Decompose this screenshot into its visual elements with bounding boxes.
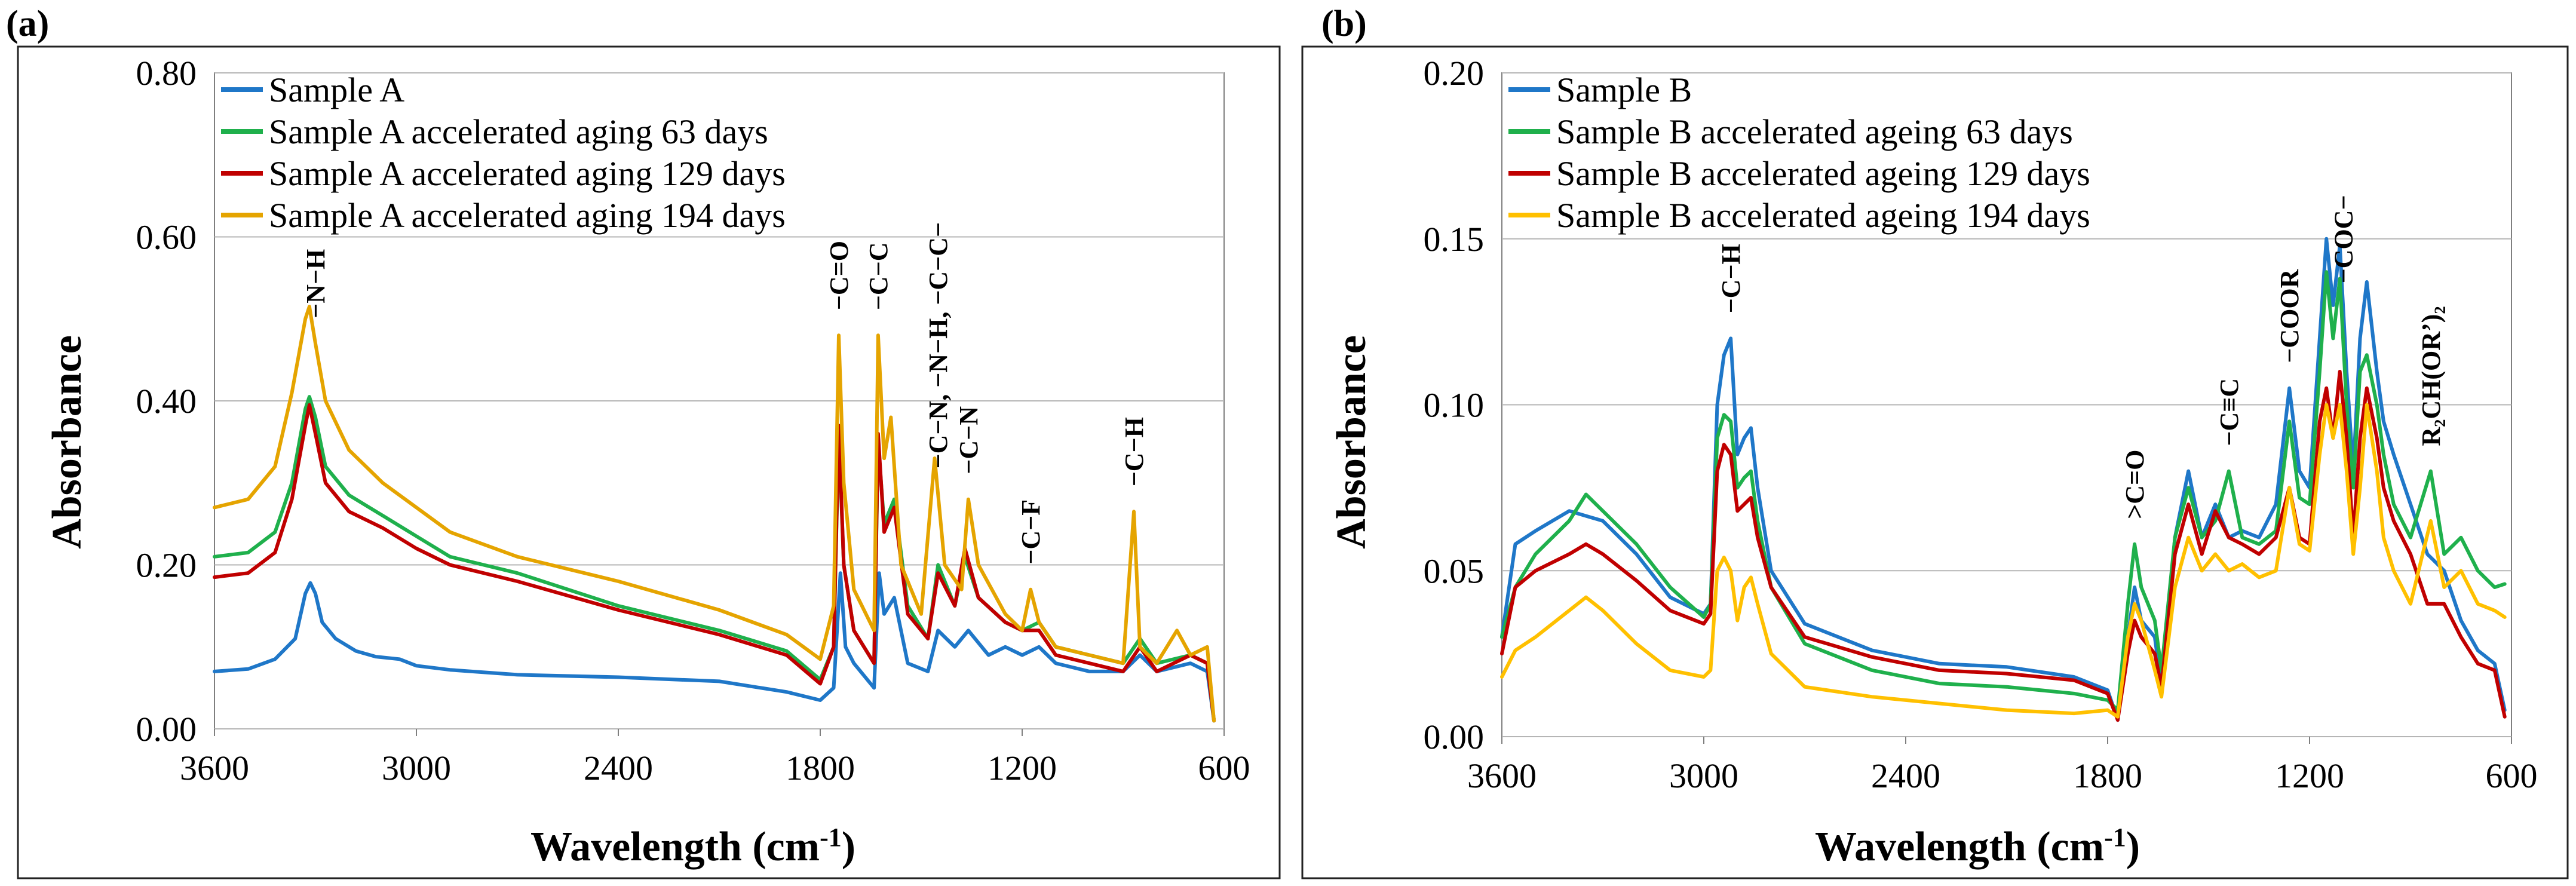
panel-b-x-tick-label: 3600 [1467, 756, 1537, 795]
panel-a-peak-annotation: −C−H [1120, 417, 1149, 486]
panel-b-peak-annotation: −COC− [2329, 195, 2358, 283]
panel-a-annotations: −N−H −C=O −C−C −C−N, −N−H, −C−C− −C−N −C−F −C−… [301, 222, 1149, 565]
panel-a-x-tick-label: 3600 [180, 749, 249, 787]
panel-b-series-sample-b-accelerated-ageing-63-days [1500, 270, 2507, 712]
panel-a-x-axis-title: Wavelength (cm-1) [530, 823, 855, 870]
panel-a-legend-label: Sample A accelerated aging 63 days [269, 112, 768, 151]
panel-b-legend-label: Sample B [1556, 70, 1692, 109]
panel-a-series-sample-a-accelerated-aging-194-days [213, 305, 1216, 723]
panel-a-y-tick-label: 0.80 [136, 54, 197, 93]
panel-b-series-sample-b-accelerated-ageing-194-days [1500, 403, 2507, 719]
panel-a-series-sample-a [213, 571, 1216, 723]
panel-b-y-tick-label: 0.15 [1424, 220, 1485, 259]
panel-b-y-tick-label: 0.20 [1424, 54, 1485, 93]
panel-a-y-tick-label: 0.40 [136, 382, 197, 421]
panel-b-label: (b) [1321, 4, 1367, 44]
panel-b-y-axis-title: Absorbance [1329, 335, 1375, 549]
panel-a-y-tick-label: 0.60 [136, 218, 197, 257]
panel-a-peak-annotation: −N−H [301, 249, 330, 318]
panel-a-peak-annotation: −C−N, −N−H, −C−C− [924, 222, 953, 469]
panel-a: (a) 0.00 0.20 0.40 0.60 0.80 3600 3000 2400 180… [6, 4, 1281, 879]
panel-b-x-ticks: 3600 3000 2400 1800 1200 600 [1467, 737, 2538, 795]
panel-b-y-tick-label: 0.10 [1424, 386, 1485, 425]
panel-b-peak-annotation: −C−H [1716, 244, 1746, 313]
panel-a-legend-label: Sample A accelerated aging 129 days [269, 154, 786, 193]
panel-b-x-tick-label: 600 [2486, 756, 2538, 795]
panel-a-x-tick-label: 600 [1198, 749, 1250, 787]
panel-b-y-tick-label: 0.00 [1424, 718, 1485, 756]
panel-a-y-tick-label: 0.20 [136, 546, 197, 585]
panel-b-y-ticks: 0.00 0.05 0.10 0.15 0.20 [1424, 54, 1485, 756]
panel-a-label: (a) [6, 4, 49, 44]
panel-a-peak-annotation: −C−C [864, 242, 893, 310]
panel-a-x-tick-label: 3000 [382, 749, 451, 787]
panel-b-legend-label: Sample B accelerated ageing 194 days [1556, 196, 2090, 235]
panel-a-gridlines [214, 72, 1224, 729]
panel-a-y-axis-title: Absorbance [44, 335, 90, 549]
panel-a-peak-annotation: −C=O [824, 241, 854, 310]
panel-a-y-ticks: 0.00 0.20 0.40 0.60 0.80 [136, 54, 197, 749]
panel-b-peak-annotation: −C≡C [2215, 378, 2244, 446]
panel-b-peak-annotation: −COOR [2275, 268, 2304, 363]
panel-b-legend-label: Sample B accelerated ageing 129 days [1556, 154, 2090, 193]
panel-b-frame [1301, 45, 2569, 879]
panel-a-frame [17, 45, 1281, 879]
panel-b-peak-annotation: R₂CH(OR’)₂ [2416, 306, 2446, 446]
panel-a-series [213, 305, 1216, 723]
panel-a-x-tick-label: 2400 [584, 749, 653, 787]
panel-a-peak-annotation: −C−F [1016, 499, 1045, 565]
panel-a-x-tick-label: 1200 [988, 749, 1057, 787]
panel-b-x-axis-title: Wavelength (cm-1) [1815, 823, 2140, 870]
panel-a-series-sample-a-accelerated-aging-63-days [213, 395, 1216, 723]
panel-a-series-sample-a-accelerated-aging-129-days [213, 403, 1216, 723]
panel-a-x-ticks: 3600 3000 2400 1800 1200 600 [180, 729, 1250, 787]
panel-b-x-tick-label: 1800 [2073, 756, 2142, 795]
panel-b-x-tick-label: 1200 [2275, 756, 2344, 795]
panel-b-y-tick-label: 0.05 [1424, 551, 1485, 590]
panel-b-x-tick-label: 2400 [1871, 756, 1940, 795]
panel-b: (b) 0.00 0.05 0.10 0.15 0.20 3600 3000 2400 180… [1301, 4, 2569, 879]
panel-b-legend-label: Sample B accelerated ageing 63 days [1556, 112, 2073, 151]
panel-b-x-tick-label: 3000 [1669, 756, 1738, 795]
panel-a-x-tick-label: 1800 [786, 749, 855, 787]
panel-a-legend-label: Sample A [269, 70, 404, 109]
panel-a-legend-label: Sample A accelerated aging 194 days [269, 196, 786, 235]
panel-a-y-tick-label: 0.00 [136, 710, 197, 749]
panel-b-peak-annotation: >C=O [2120, 450, 2149, 519]
panel-b-series [1500, 237, 2507, 722]
panel-b-annotations: −C−H >C=O −C≡C −COOR −COC− R₂CH(OR’)₂ [1716, 195, 2446, 519]
panel-a-peak-annotation: −C−N [954, 406, 983, 474]
